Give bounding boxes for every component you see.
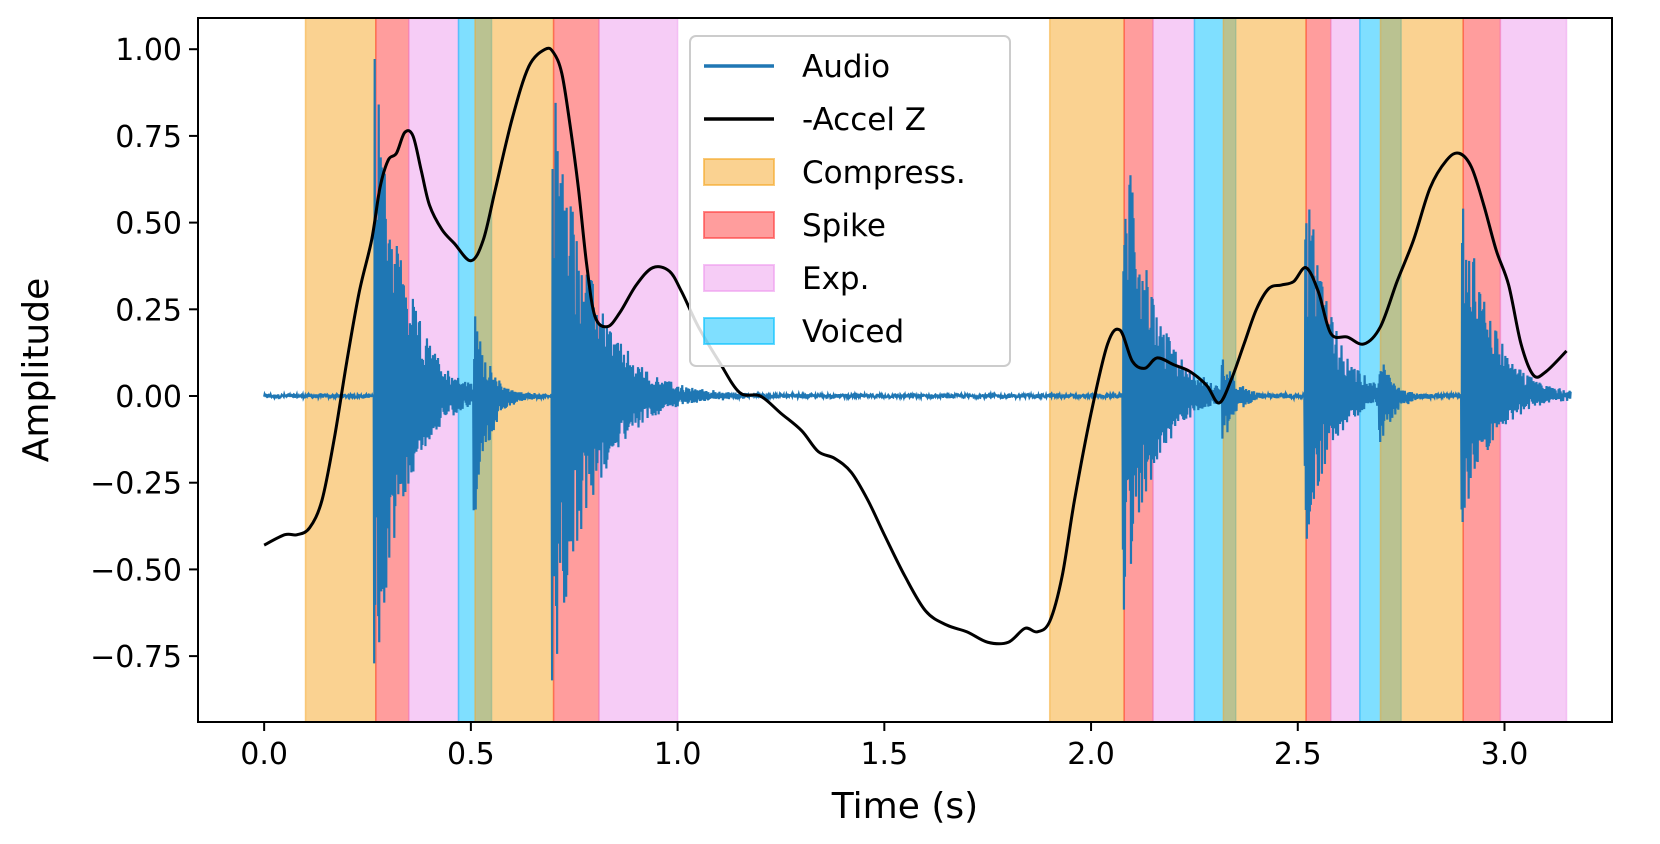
y-tick-label: 0.00	[115, 380, 182, 415]
y-tick-label: −0.25	[90, 467, 182, 502]
region-bands	[304, 17, 1568, 723]
x-tick-label: 3.0	[1481, 737, 1529, 772]
region-compress-15	[1379, 17, 1464, 723]
x-tick-label: 0.5	[447, 737, 495, 772]
region-compress-0	[304, 17, 377, 723]
region-compress-11	[1222, 17, 1307, 723]
region-compress-7	[1048, 17, 1125, 723]
y-tick-label: −0.50	[90, 553, 182, 588]
x-tick-label: 0.0	[240, 737, 288, 772]
x-axis-label: Time (s)	[831, 786, 978, 827]
y-axis-label: Amplitude	[16, 278, 57, 462]
legend-label-audio: Audio	[802, 49, 890, 85]
series-layer	[263, 46, 1572, 681]
plot-frame	[197, 17, 1613, 723]
legend-label-voiced: Voiced	[802, 314, 904, 350]
legend-label-spike: Spike	[802, 208, 886, 244]
legend-label-exp: Exp.	[802, 261, 869, 297]
y-axis: 1.00 0.75 0.50 0.25 0.00 −0.25 −0.50 −0.75	[90, 33, 198, 675]
region-compress-4	[474, 17, 555, 723]
x-tick-label: 2.5	[1274, 737, 1322, 772]
y-tick-label: 0.50	[115, 207, 182, 242]
series-audio-line	[263, 59, 1572, 681]
legend-swatch-voiced	[703, 317, 775, 345]
y-tick-label: 0.25	[115, 293, 182, 328]
legend-swatch-exp	[703, 264, 775, 292]
legend-label-accelz: -Accel Z	[802, 102, 926, 138]
legend-label-compress: Compress.	[802, 155, 966, 191]
y-tick-label: −0.75	[90, 640, 182, 675]
x-tick-label: 2.0	[1067, 737, 1115, 772]
x-tick-label: 1.0	[654, 737, 702, 772]
legend: Audio -Accel Z Compress. Spike Exp. Voiced	[689, 35, 1011, 367]
series-accel-z-line	[263, 46, 1568, 646]
legend-swatch-compress	[703, 158, 775, 186]
x-axis: 0.0 0.5 1.0 1.5 2.0 2.5 3.0	[240, 722, 1528, 772]
legend-swatch-spike	[703, 211, 775, 239]
y-tick-label: 0.75	[115, 120, 182, 155]
x-tick-label: 1.5	[860, 737, 908, 772]
y-tick-label: 1.00	[115, 33, 182, 68]
